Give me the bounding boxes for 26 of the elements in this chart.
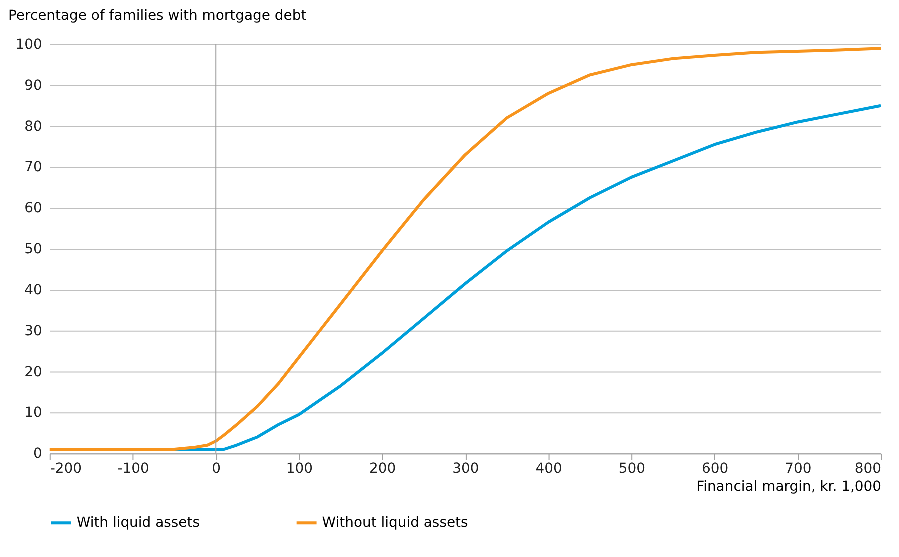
y-tick-label: 50 <box>24 242 42 258</box>
y-tick-label: 90 <box>24 78 42 94</box>
x-tick-label: 0 <box>212 461 222 478</box>
y-tick-label: 80 <box>24 118 42 135</box>
y-tick-label: 10 <box>24 405 42 422</box>
y-tick-label: 0 <box>34 446 42 462</box>
x-tick-label: 500 <box>618 461 646 478</box>
x-axis-title: Financial margin, kr. 1,000 <box>696 479 882 496</box>
y-tick-label: 100 <box>16 36 42 53</box>
x-tick-label: 100 <box>286 461 314 478</box>
y-tick-label: 20 <box>24 364 42 380</box>
x-tick-label: -200 <box>50 461 82 478</box>
y-axis-title: Percentage of families with mortgage debt <box>8 8 308 24</box>
legend-label: With liquid assets <box>76 515 200 532</box>
x-tick-label: 700 <box>785 461 812 478</box>
x-tick-label: 600 <box>702 461 729 478</box>
y-tick-label: 30 <box>24 323 42 340</box>
x-tick-label: -100 <box>118 461 150 478</box>
y-tick-label: 60 <box>24 200 42 217</box>
x-tick-label: 300 <box>452 461 480 478</box>
y-tick-label: 40 <box>24 282 42 298</box>
legend-label: Without liquid assets <box>322 515 468 532</box>
x-tick-label: 200 <box>370 461 396 478</box>
x-tick-label: 400 <box>536 461 562 478</box>
x-tick-label: 800 <box>854 461 882 478</box>
y-tick-label: 70 <box>24 160 42 176</box>
